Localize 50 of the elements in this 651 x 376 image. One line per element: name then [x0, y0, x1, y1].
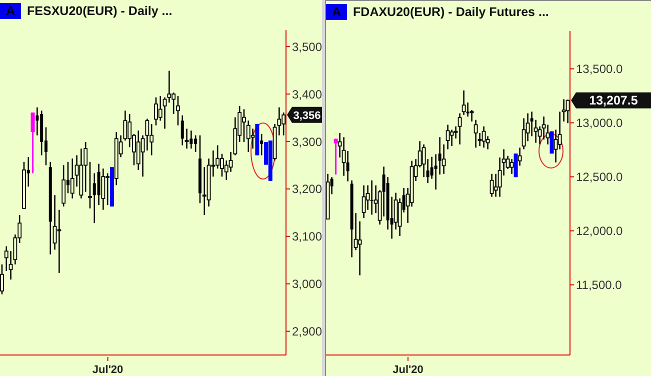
- candlestick: [490, 173, 494, 198]
- y-tick-label: 3,400: [292, 87, 322, 102]
- candlestick: [514, 152, 518, 178]
- candlestick: [462, 90, 466, 116]
- y-tick-label: 13,000.0: [576, 116, 624, 130]
- candlestick: [474, 119, 478, 148]
- y-tick-label: 3,500: [292, 40, 322, 54]
- candlestick: [52, 194, 57, 250]
- candlestick: [334, 138, 338, 176]
- text: 3,356: [293, 110, 321, 122]
- candlestick: [510, 158, 514, 175]
- y-tick-label: 3,100: [292, 230, 322, 244]
- y-tick-label: 12,500.0: [576, 170, 624, 184]
- chart-title: FDAXU20(EUR) - Daily Futures ...: [353, 5, 549, 19]
- y-tick-label: 3,000: [292, 277, 322, 292]
- chart-title: FESXU20(EUR) - Daily ...: [27, 4, 172, 18]
- candlestick: [57, 209, 62, 274]
- candlestick: [362, 184, 366, 219]
- text: A: [0, 3, 22, 19]
- x-tick-label: Jul'20: [92, 364, 124, 376]
- candlestick: [358, 220, 362, 276]
- candlestick: [482, 126, 486, 148]
- candlestick: [30, 112, 35, 174]
- candlestick: [260, 133, 264, 156]
- candlestick: [518, 146, 522, 166]
- y-tick-label: 2,900: [292, 324, 322, 339]
- candlestick: [70, 158, 74, 200]
- y-tick-label: 12,000.0: [576, 224, 624, 238]
- candlestick: [450, 129, 454, 147]
- candlestick: [202, 166, 206, 216]
- x-tick-label: Jul'20: [392, 364, 424, 376]
- candlestick: [184, 128, 189, 150]
- candlestick: [446, 124, 450, 150]
- candlestick: [542, 116, 546, 140]
- y-tick-label: 13,500.0: [576, 62, 624, 76]
- text: 13,207.5: [589, 93, 638, 108]
- candlestick: [346, 150, 350, 182]
- candlestick: [101, 168, 106, 210]
- candlestick: [522, 118, 526, 150]
- candlestick: [458, 112, 462, 146]
- text: A: [326, 4, 348, 20]
- candlestick: [180, 114, 184, 146]
- candlestick: [246, 120, 250, 153]
- candlestick: [566, 98, 570, 124]
- y-tick-label: 11,500.0: [576, 278, 622, 292]
- y-tick-label: 3,300: [292, 134, 322, 149]
- candlestick: [176, 95, 180, 126]
- candlestick: [162, 96, 167, 130]
- candlestick: [62, 164, 66, 208]
- y-tick-label: 3,200: [292, 182, 322, 196]
